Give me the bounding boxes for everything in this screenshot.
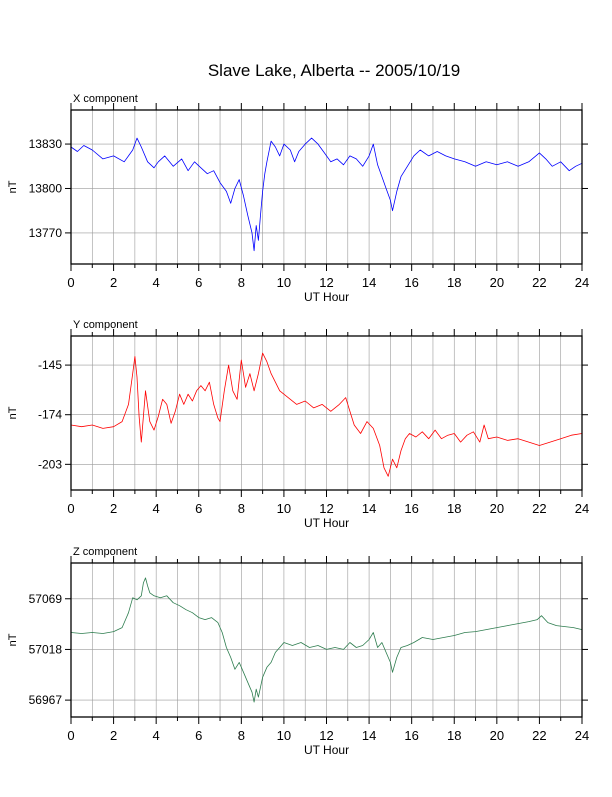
x-tick-label: 6 <box>195 275 202 290</box>
x-tick-label: 8 <box>238 275 245 290</box>
y-tick-label: -203 <box>38 457 62 471</box>
x-tick-label: 24 <box>575 501 589 516</box>
panel-title: X component <box>73 93 138 105</box>
y-tick-label: 13770 <box>29 226 63 240</box>
x-tick-label: 0 <box>67 728 74 743</box>
x-tick-label: 18 <box>447 728 461 743</box>
x-tick-label: 10 <box>277 501 291 516</box>
x-axis-label: UT Hour <box>304 290 349 304</box>
y-tick-label: -145 <box>38 358 62 372</box>
x-tick-label: 6 <box>195 501 202 516</box>
x-tick-label: 10 <box>277 275 291 290</box>
x-tick-label: 18 <box>447 501 461 516</box>
y-axis-label: nT <box>7 180 19 193</box>
y-tick-label: 57069 <box>29 592 63 606</box>
x-tick-label: 14 <box>362 501 376 516</box>
x-tick-label: 16 <box>404 275 418 290</box>
x-tick-label: 20 <box>490 501 504 516</box>
x-tick-label: 14 <box>362 728 376 743</box>
y-tick-label: 13830 <box>29 137 63 151</box>
y-tick-label: -174 <box>38 408 62 422</box>
x-tick-label: 18 <box>447 275 461 290</box>
x-tick-label: 0 <box>67 275 74 290</box>
x-tick-label: 24 <box>575 275 589 290</box>
y-tick-label: 56967 <box>29 693 63 707</box>
x-tick-label: 22 <box>532 275 546 290</box>
x-tick-label: 12 <box>319 275 333 290</box>
x-tick-label: 2 <box>110 275 117 290</box>
figure-title: Slave Lake, Alberta -- 2005/10/19 <box>208 61 460 80</box>
x-tick-label: 14 <box>362 275 376 290</box>
y-tick-label: 57018 <box>29 642 63 656</box>
x-tick-label: 24 <box>575 728 589 743</box>
x-tick-label: 2 <box>110 728 117 743</box>
y-tick-label: 13800 <box>29 181 63 195</box>
x-tick-label: 16 <box>404 501 418 516</box>
x-axis-label: UT Hour <box>304 743 349 757</box>
panel-title: Y component <box>73 319 138 331</box>
x-tick-label: 12 <box>319 501 333 516</box>
x-tick-label: 8 <box>238 728 245 743</box>
x-tick-label: 20 <box>490 728 504 743</box>
y-axis-label: nT <box>7 633 19 646</box>
x-axis-label: UT Hour <box>304 516 349 530</box>
x-tick-label: 20 <box>490 275 504 290</box>
x-tick-label: 22 <box>532 501 546 516</box>
x-tick-label: 12 <box>319 728 333 743</box>
x-tick-label: 10 <box>277 728 291 743</box>
x-tick-label: 4 <box>153 728 160 743</box>
series-line <box>70 352 583 477</box>
series-line <box>70 137 583 252</box>
panel-title: Z component <box>73 546 137 558</box>
x-tick-label: 16 <box>404 728 418 743</box>
y-axis-label: nT <box>7 406 19 419</box>
x-tick-label: 0 <box>67 501 74 516</box>
x-tick-label: 6 <box>195 728 202 743</box>
series-line <box>70 577 583 703</box>
x-tick-label: 8 <box>238 501 245 516</box>
x-tick-label: 4 <box>153 275 160 290</box>
x-tick-label: 22 <box>532 728 546 743</box>
x-tick-label: 2 <box>110 501 117 516</box>
x-tick-label: 4 <box>153 501 160 516</box>
